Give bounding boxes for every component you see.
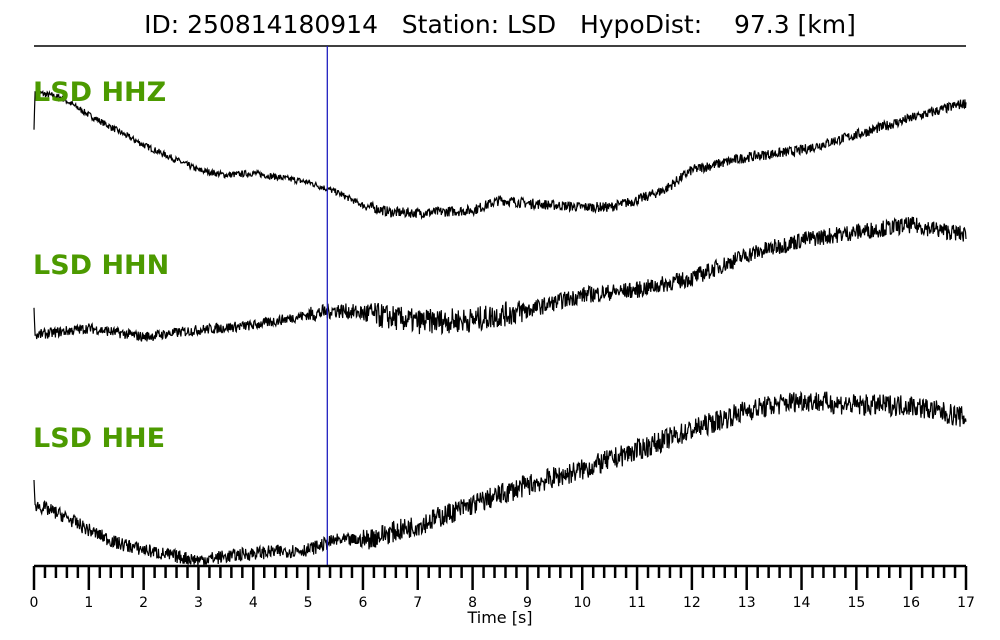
x-tick-label: 2 [139, 595, 148, 611]
chart-title: ID: 250814180914 Station: LSD HypoDist: … [144, 10, 856, 39]
x-tick-label: 5 [304, 595, 313, 611]
x-tick-label: 7 [413, 595, 422, 611]
x-tick-label: 4 [249, 595, 258, 611]
x-tick-label: 17 [957, 595, 975, 611]
trace-lsd-hhz [33, 88, 967, 221]
trace-label-hhn: LSD HHN [33, 250, 169, 281]
x-tick-label: 11 [628, 595, 646, 611]
x-tick-label: 6 [358, 595, 367, 611]
x-axis-label: Time [s] [466, 608, 532, 627]
x-axis: 0 1 2 3 4 5 6 7 8 9 10 11 12 13 14 15 16 17 [30, 564, 975, 611]
x-tick-label: 15 [847, 595, 865, 611]
x-tick-label: 16 [902, 595, 920, 611]
trace-lsd-hhn [33, 216, 967, 342]
trace-lsd-hhe [33, 390, 967, 567]
x-tick-label: 8 [468, 595, 477, 611]
x-tick-label: 13 [738, 595, 756, 611]
x-tick-label: 10 [573, 595, 591, 611]
trace-label-hhe: LSD HHE [33, 423, 165, 454]
x-tick-label: 3 [194, 595, 203, 611]
x-tick-label: 9 [523, 595, 532, 611]
x-tick-label: 14 [793, 595, 811, 611]
trace-label-hhz: LSD HHZ [33, 77, 166, 108]
x-tick-label: 12 [683, 595, 701, 611]
x-tick-label: 1 [84, 595, 93, 611]
x-tick-label: 0 [30, 595, 39, 611]
